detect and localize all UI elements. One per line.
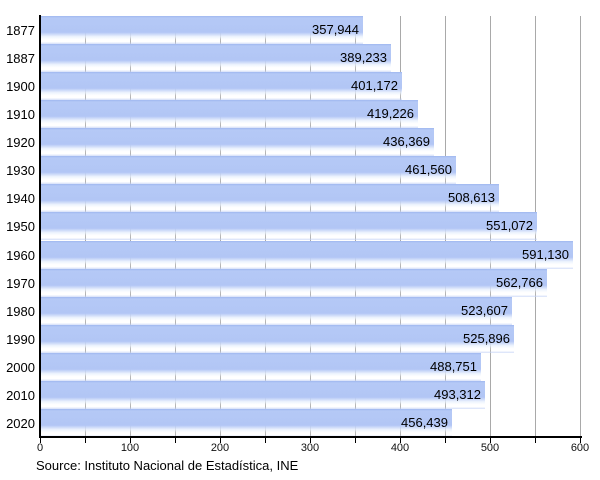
x-tick	[580, 438, 581, 443]
bar: 389,233	[41, 44, 391, 72]
bar-value-label: 551,072	[486, 217, 533, 233]
bar: 419,226	[41, 100, 418, 128]
bar: 436,369	[41, 128, 434, 156]
y-axis-label: 1950	[6, 218, 35, 234]
bar: 523,607	[41, 297, 512, 325]
x-tick	[490, 438, 491, 443]
x-tick-label: 600	[570, 442, 590, 454]
x-tick-label: 500	[480, 442, 500, 454]
x-tick-label: 0	[36, 442, 44, 454]
bar: 401,172	[41, 72, 402, 100]
plot-area: 357,944 389,233 401,172 419,226 436,369 461,5…	[41, 16, 581, 437]
bar-value-label: 493,312	[434, 386, 481, 402]
x-tick	[265, 438, 266, 443]
source-note: Source: Instituto Nacional de Estadístic…	[36, 458, 299, 473]
bar-value-label: 436,369	[383, 133, 430, 149]
y-axis-label: 1960	[6, 247, 35, 263]
bar-value-label: 488,751	[430, 358, 477, 374]
bar-value-label: 389,233	[340, 49, 387, 65]
y-axis-label: 1930	[6, 162, 35, 178]
x-axis-line	[39, 436, 582, 438]
x-tick	[535, 438, 536, 443]
x-tick	[400, 438, 401, 443]
bar-value-label: 562,766	[496, 274, 543, 290]
y-axis-label: 1877	[6, 22, 35, 38]
y-axis-line	[39, 15, 41, 438]
x-tick-label: 400	[390, 442, 410, 454]
x-tick	[310, 438, 311, 443]
bar-value-label: 591,130	[522, 246, 569, 262]
x-tick	[40, 438, 41, 443]
bar: 461,560	[41, 156, 456, 184]
bar: 591,130	[41, 241, 573, 269]
bar: 562,766	[41, 269, 547, 297]
bar: 525,896	[41, 325, 514, 353]
bar-value-label: 525,896	[463, 330, 510, 346]
bar-value-label: 508,613	[448, 189, 495, 205]
y-axis-label: 1910	[6, 106, 35, 122]
bar-value-label: 461,560	[405, 161, 452, 177]
bar: 508,613	[41, 184, 499, 212]
bar-value-label: 401,172	[351, 77, 398, 93]
bar: 493,312	[41, 381, 485, 409]
bar-value-label: 456,439	[401, 414, 448, 430]
bar: 456,439	[41, 409, 452, 437]
bar: 551,072	[41, 212, 537, 240]
x-tick	[85, 438, 86, 443]
y-axis-label: 1970	[6, 275, 35, 291]
x-tick-label: 200	[210, 442, 230, 454]
y-axis-label: 1940	[6, 190, 35, 206]
y-axis-label: 2000	[6, 359, 35, 375]
x-tick	[130, 438, 131, 443]
bar: 488,751	[41, 353, 481, 381]
y-axis-label: 2010	[6, 387, 35, 403]
bar-value-label: 419,226	[367, 105, 414, 121]
y-axis-label: 1980	[6, 303, 35, 319]
x-tick	[355, 438, 356, 443]
x-tick-label: 100	[120, 442, 140, 454]
x-tick-label: 300	[300, 442, 320, 454]
x-tick	[220, 438, 221, 443]
bar-value-label: 357,944	[312, 21, 359, 37]
y-axis-label: 1920	[6, 134, 35, 150]
y-axis-label: 1887	[6, 50, 35, 66]
y-axis-label: 1990	[6, 331, 35, 347]
y-axis-label: 2020	[6, 415, 35, 431]
x-tick	[175, 438, 176, 443]
x-tick	[445, 438, 446, 443]
bar: 357,944	[41, 16, 363, 44]
gridline	[580, 16, 581, 437]
y-axis-label: 1900	[6, 78, 35, 94]
bar-value-label: 523,607	[461, 302, 508, 318]
